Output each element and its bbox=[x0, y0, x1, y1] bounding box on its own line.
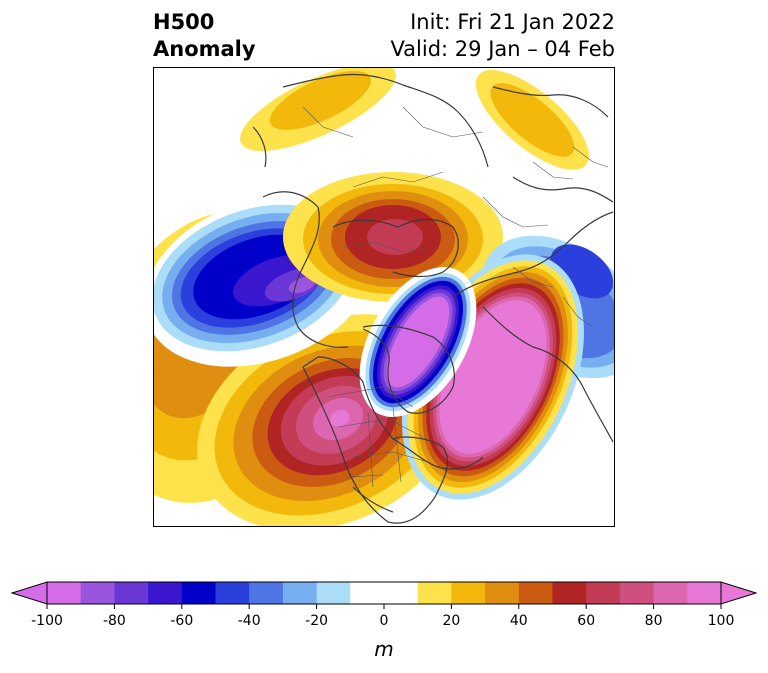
colorbar-tick-label: -80 bbox=[103, 613, 126, 629]
colorbar-swatch bbox=[148, 582, 183, 604]
title-type: Anomaly bbox=[153, 37, 256, 61]
colorbar-tick-label: 20 bbox=[442, 613, 460, 629]
colorbar-tick-label: -60 bbox=[170, 613, 193, 629]
colorbar-swatch bbox=[687, 582, 722, 604]
colorbar-tick-label: -100 bbox=[31, 613, 63, 629]
colorbar-tick-label: 40 bbox=[510, 613, 528, 629]
colorbar-swatch bbox=[485, 582, 520, 604]
valid-range: Valid: 29 Jan – 04 Feb bbox=[390, 37, 615, 61]
colorbar-swatch bbox=[249, 582, 284, 604]
anomaly-map bbox=[153, 67, 615, 527]
colorbar-swatch bbox=[215, 582, 250, 604]
colorbar-swatch bbox=[451, 582, 486, 604]
anomaly-fields bbox=[153, 67, 615, 527]
colorbar-swatch bbox=[417, 582, 452, 604]
colorbar-unit: m bbox=[374, 637, 393, 661]
title-left: H500 Anomaly bbox=[153, 9, 256, 63]
colorbar-tick-label: 100 bbox=[708, 613, 735, 629]
colorbar-swatch bbox=[518, 582, 553, 604]
political-borders bbox=[302, 106, 609, 488]
colorbar-tick-label: -40 bbox=[238, 613, 261, 629]
colorbar-swatch bbox=[619, 582, 655, 604]
colorbar-extend-high bbox=[720, 581, 758, 605]
central-asia-positive bbox=[475, 70, 589, 170]
colorbar-tick-label: 60 bbox=[577, 613, 595, 629]
map-frame bbox=[153, 67, 615, 527]
colorbar-ticks: -100 -80 -60 -40 -20 0 20 40 60 80 100 bbox=[31, 604, 734, 629]
colorbar-swatch bbox=[114, 582, 149, 604]
colorbar-tick-label: -20 bbox=[305, 613, 328, 629]
colorbar: -100 -80 -60 -40 -20 0 20 40 60 80 100 m bbox=[10, 581, 758, 661]
init-date: Init: Fri 21 Jan 2022 bbox=[410, 10, 615, 34]
colorbar-swatch bbox=[350, 582, 385, 604]
colorbar-swatch bbox=[316, 582, 351, 604]
colorbar-swatch bbox=[653, 582, 688, 604]
colorbar-extend-low bbox=[10, 581, 48, 605]
colorbar-swatch bbox=[552, 582, 587, 604]
colorbar-swatch bbox=[282, 582, 318, 604]
colorbar-tick-label: 0 bbox=[380, 613, 389, 629]
east-asia-positive bbox=[240, 67, 396, 151]
coastlines bbox=[252, 73, 614, 524]
title-right: Init: Fri 21 Jan 2022 Valid: 29 Jan – 04… bbox=[390, 9, 615, 63]
colorbar-swatch bbox=[80, 582, 115, 604]
title-variable: H500 bbox=[153, 10, 215, 34]
colorbar-swatches bbox=[10, 581, 758, 605]
colorbar-swatch bbox=[586, 582, 621, 604]
colorbar-swatch bbox=[47, 582, 82, 604]
colorbar-swatch bbox=[384, 582, 419, 604]
colorbar-tick-label: 80 bbox=[645, 613, 663, 629]
colorbar-swatch bbox=[181, 582, 216, 604]
labrador-negative bbox=[359, 267, 477, 417]
